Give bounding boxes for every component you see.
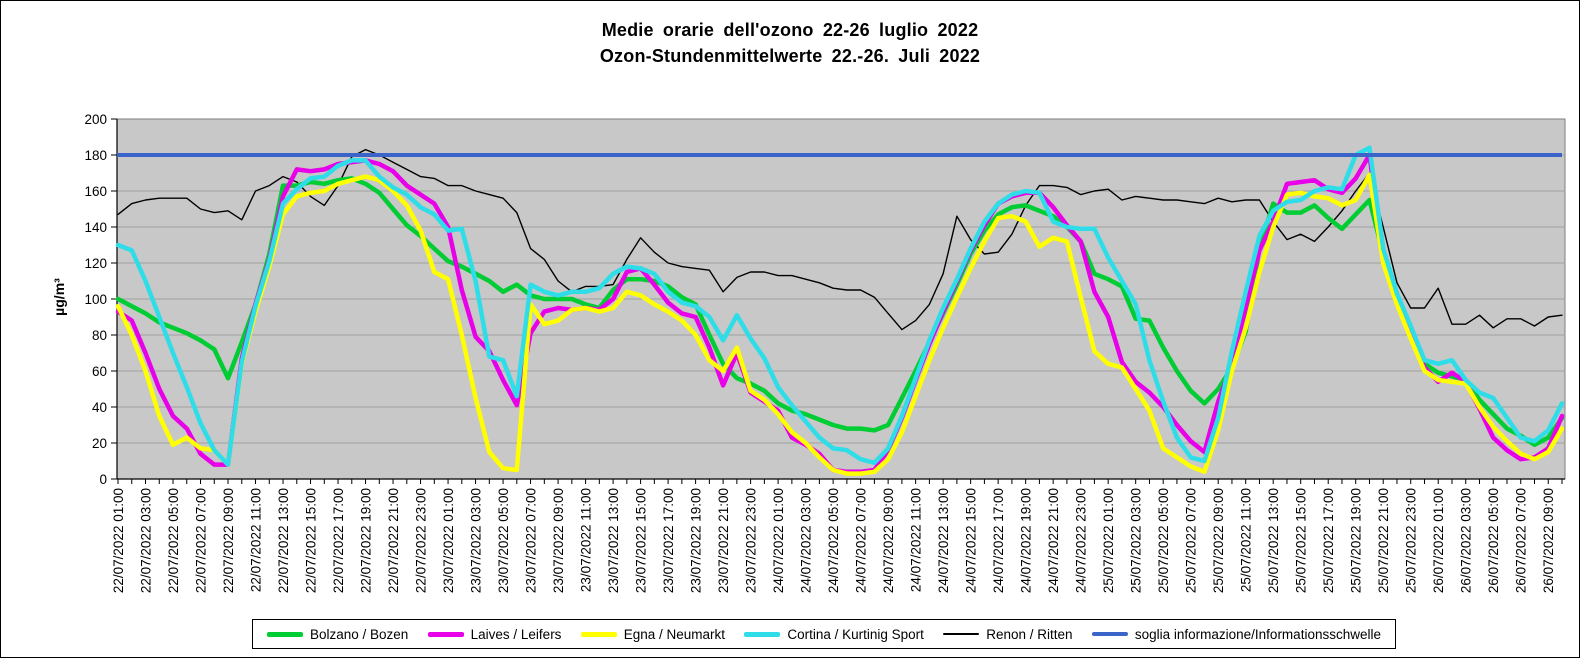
legend-item-bolzano: Bolzano / Bozen bbox=[267, 627, 408, 642]
legend-label-cortina: Cortina / Kurtinig Sport bbox=[787, 626, 924, 642]
legend-swatch-cortina bbox=[744, 631, 781, 637]
x-tick-label: 23/07/2022 03:00 bbox=[469, 488, 484, 593]
x-tick-label: 23/07/2022 23:00 bbox=[744, 488, 759, 593]
chart-title-line2: Ozon-Stundenmittelwerte 22.-26. Juli 202… bbox=[599, 46, 981, 66]
legend-swatch-soglia bbox=[1091, 632, 1128, 636]
x-tick-label: 25/07/2022 07:00 bbox=[1184, 488, 1199, 593]
x-tick-label: 23/07/2022 11:00 bbox=[579, 488, 594, 592]
x-tick-label: 22/07/2022 03:00 bbox=[139, 488, 154, 593]
x-tick-label: 24/07/2022 05:00 bbox=[826, 488, 841, 593]
x-tick-label: 25/07/2022 19:00 bbox=[1349, 488, 1364, 593]
legend-label-renon: Renon / Ritten bbox=[986, 626, 1073, 642]
legend-box: Bolzano / Bozen Laives / Leifers Egna / Ne… bbox=[252, 619, 1396, 649]
legend-label-bolzano: Bolzano / Bozen bbox=[310, 626, 409, 642]
legend-label-laives: Laives / Leifers bbox=[470, 626, 562, 642]
x-tick-label: 23/07/2022 17:00 bbox=[661, 488, 676, 593]
legend-swatch-laives bbox=[427, 631, 464, 637]
x-tick-label: 23/07/2022 19:00 bbox=[689, 488, 704, 593]
y-tick-label: 100 bbox=[84, 292, 107, 307]
y-tick-label: 160 bbox=[84, 184, 107, 199]
legend-label-egna: Egna / Neumarkt bbox=[623, 626, 726, 642]
x-tick-label: 25/07/2022 05:00 bbox=[1156, 488, 1171, 593]
x-tick-label: 24/07/2022 15:00 bbox=[964, 488, 979, 593]
x-tick-label: 22/07/2022 19:00 bbox=[359, 488, 374, 593]
x-tick-label: 23/07/2022 01:00 bbox=[441, 488, 456, 593]
x-tick-label: 24/07/2022 21:00 bbox=[1046, 488, 1061, 593]
x-tick-label: 23/07/2022 15:00 bbox=[634, 488, 649, 593]
x-tick-label: 23/07/2022 09:00 bbox=[551, 488, 566, 593]
x-tick-label: 24/07/2022 19:00 bbox=[1019, 488, 1034, 593]
x-tick-label: 22/07/2022 05:00 bbox=[166, 488, 181, 593]
x-tick-label: 24/07/2022 01:00 bbox=[771, 488, 786, 593]
x-tick-label: 24/07/2022 07:00 bbox=[854, 488, 869, 593]
y-tick-label: 20 bbox=[92, 436, 107, 451]
y-tick-label: 120 bbox=[84, 256, 107, 271]
x-tick-label: 26/07/2022 07:00 bbox=[1514, 488, 1529, 593]
x-tick-label: 22/07/2022 21:00 bbox=[386, 488, 401, 593]
y-tick-label: 140 bbox=[84, 220, 107, 235]
series-line-egna bbox=[115, 172, 1565, 476]
x-tick-label: 25/07/2022 23:00 bbox=[1404, 488, 1419, 593]
x-tick-label: 25/07/2022 13:00 bbox=[1266, 488, 1281, 593]
y-tick-label: 60 bbox=[92, 364, 107, 379]
x-tick-label: 24/07/2022 03:00 bbox=[799, 488, 814, 593]
x-tick-label: 24/07/2022 11:00 bbox=[909, 488, 924, 592]
x-tick-label: 22/07/2022 09:00 bbox=[221, 488, 236, 593]
x-tick-label: 26/07/2022 01:00 bbox=[1431, 488, 1446, 593]
legend-item-egna: Egna / Neumarkt bbox=[580, 626, 726, 642]
x-tick-label: 22/07/2022 15:00 bbox=[304, 488, 319, 593]
x-tick-label: 24/07/2022 23:00 bbox=[1074, 488, 1089, 593]
series-line-cortina bbox=[115, 145, 1565, 467]
x-tick-label: 22/07/2022 17:00 bbox=[331, 488, 346, 593]
x-tick-label: 26/07/2022 03:00 bbox=[1459, 488, 1474, 593]
legend-item-soglia: soglia informazione/Informationsschwelle bbox=[1091, 626, 1381, 642]
chart-title: Medie orarie dell'ozono 22-26 luglio 202… bbox=[1, 17, 1579, 69]
x-tick-label: 25/07/2022 09:00 bbox=[1211, 488, 1226, 593]
legend-item-cortina: Cortina / Kurtinig Sport bbox=[744, 627, 924, 642]
legend-item-laives: Laives / Leifers bbox=[427, 626, 562, 642]
legend-swatch-renon bbox=[943, 633, 980, 635]
x-tick-label: 25/07/2022 21:00 bbox=[1376, 488, 1391, 593]
x-tick-label: 26/07/2022 09:00 bbox=[1541, 488, 1556, 593]
y-tick-label: 0 bbox=[99, 472, 107, 487]
x-tick-label: 23/07/2022 13:00 bbox=[606, 488, 621, 593]
x-tick-label: 25/07/2022 11:00 bbox=[1239, 488, 1254, 592]
x-tick-label: 22/07/2022 13:00 bbox=[276, 488, 291, 593]
x-tick-label: 25/07/2022 01:00 bbox=[1101, 488, 1116, 593]
x-tick-label: 26/07/2022 05:00 bbox=[1486, 488, 1501, 593]
x-tick-label: 25/07/2022 17:00 bbox=[1321, 488, 1336, 593]
y-tick-label: 180 bbox=[84, 148, 107, 163]
y-tick-label: 40 bbox=[92, 400, 107, 415]
x-tick-label: 23/07/2022 05:00 bbox=[496, 488, 511, 593]
x-tick-label: 22/07/2022 23:00 bbox=[414, 488, 429, 593]
legend-label-soglia: soglia informazione/Informationsschwelle bbox=[1134, 626, 1381, 642]
legend-swatch-bolzano bbox=[267, 631, 303, 637]
x-tick-label: 24/07/2022 13:00 bbox=[936, 488, 951, 593]
x-tick-label: 24/07/2022 17:00 bbox=[991, 488, 1006, 593]
x-tick-label: 25/07/2022 03:00 bbox=[1129, 488, 1144, 593]
legend-swatch-egna bbox=[580, 631, 617, 637]
y-tick-label: 80 bbox=[92, 328, 107, 343]
x-tick-label: 23/07/2022 21:00 bbox=[716, 488, 731, 593]
x-tick-label: 25/07/2022 15:00 bbox=[1294, 488, 1309, 593]
x-tick-label: 22/07/2022 07:00 bbox=[194, 488, 209, 593]
legend-item-renon: Renon / Ritten bbox=[943, 626, 1073, 642]
chart-title-line1: Medie orarie dell'ozono 22-26 luglio 202… bbox=[601, 20, 979, 40]
y-axis-title: µg/m³ bbox=[51, 278, 67, 316]
x-tick-label: 22/07/2022 01:00 bbox=[111, 488, 126, 593]
x-tick-label: 24/07/2022 09:00 bbox=[881, 488, 896, 593]
series-line-bolzano bbox=[115, 176, 1565, 448]
x-tick-label: 22/07/2022 11:00 bbox=[249, 488, 264, 592]
y-tick-label: 200 bbox=[84, 112, 107, 127]
x-tick-label: 23/07/2022 07:00 bbox=[524, 488, 539, 593]
